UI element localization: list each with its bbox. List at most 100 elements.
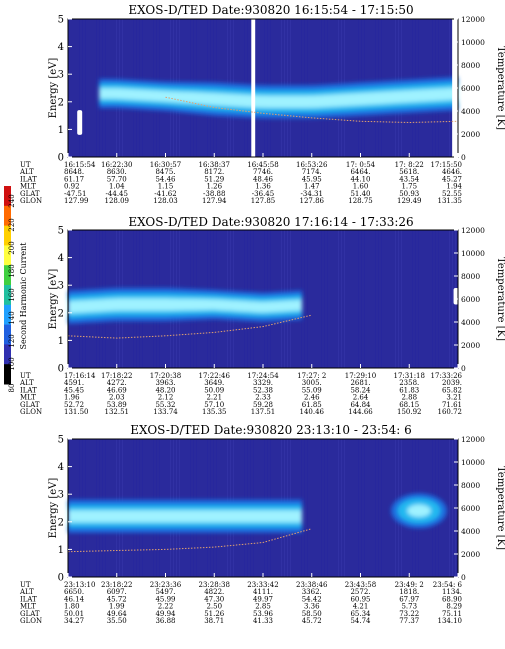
row-value: 2.33 xyxy=(255,394,271,402)
y-tick-label: 4 xyxy=(58,253,64,264)
row-value: 0.92 xyxy=(64,183,80,191)
row-value: 23:33:42 xyxy=(247,581,278,589)
background-streak xyxy=(438,230,439,368)
row-value: 17:27: 2 xyxy=(297,372,326,380)
row-value: 48.20 xyxy=(155,386,175,394)
row-value: 51.40 xyxy=(350,190,370,198)
row-label: MLT xyxy=(20,603,36,611)
y2-axis-label: Temperature [K] xyxy=(495,257,505,341)
background-streak xyxy=(375,439,376,577)
row-value: 49.94 xyxy=(155,610,176,618)
background-streak xyxy=(321,230,322,368)
y2-tick-label: 6000 xyxy=(461,504,480,513)
row-value: 2681. xyxy=(350,379,370,387)
background-streak xyxy=(415,230,416,368)
row-value: 36.88 xyxy=(155,617,175,625)
background-streak xyxy=(364,230,365,368)
y-ticks: 0 1 2 3 4 5 xyxy=(58,15,72,164)
row-value: 1.94 xyxy=(446,183,462,191)
y-axis-label: Energy [eV] xyxy=(48,269,59,330)
row-value: -47.51 xyxy=(64,190,86,198)
panel-title: EXOS-D/TED Date:930820 16:15:54 - 17:15:… xyxy=(128,3,413,17)
row-value: 17:29:10 xyxy=(345,372,376,380)
row-value: 1.80 xyxy=(64,603,80,611)
background-streak xyxy=(378,439,379,577)
colorbar-tick: 100 xyxy=(8,357,16,370)
row-value: 2.85 xyxy=(255,603,271,611)
row-value: 1.75 xyxy=(401,183,417,191)
energy-blob xyxy=(391,493,447,529)
row-value: 53.89 xyxy=(107,401,127,409)
row-value: 57.70 xyxy=(107,175,127,183)
row-value: 1.60 xyxy=(353,183,369,191)
background-streak xyxy=(395,230,396,368)
background-streak xyxy=(307,439,308,577)
background-streak xyxy=(321,439,322,577)
spectrogram-panel: EXOS-D/TED Date:930820 17:16:14 - 17:33:… xyxy=(19,215,505,416)
y-tick-label: 5 xyxy=(58,435,64,446)
y2-tick-label: 2000 xyxy=(461,341,480,350)
colorbar-tick: 200 xyxy=(8,241,16,254)
row-value: 58.24 xyxy=(350,386,371,394)
y-tick-label: 4 xyxy=(58,462,64,473)
colorbar-label: Second Harmonic Current xyxy=(19,242,28,350)
y-tick-label: 1 xyxy=(58,545,64,556)
row-value: 2.22 xyxy=(158,603,174,611)
row-value: 23:18:22 xyxy=(101,581,132,589)
row-value: 47.30 xyxy=(204,595,224,603)
row-value: 17:33:26 xyxy=(431,372,463,380)
background-streak xyxy=(304,230,305,368)
row-value: 38.71 xyxy=(204,617,224,625)
y-tick-label: 1 xyxy=(58,336,64,347)
row-value: 23:28:38 xyxy=(199,581,230,589)
row-value: 8172. xyxy=(204,168,224,176)
background-streak xyxy=(452,230,453,368)
y2-tick-label: 10000 xyxy=(461,38,485,47)
background-streak xyxy=(341,439,342,577)
row-value: 2.50 xyxy=(206,603,222,611)
row-value: 52.55 xyxy=(442,190,462,198)
row-value: 35.50 xyxy=(107,617,127,625)
row-value: 23:23:36 xyxy=(150,581,182,589)
row-value: 134.10 xyxy=(438,617,463,625)
background-streak xyxy=(304,439,305,577)
row-value: 4646. xyxy=(442,168,462,176)
row-value: 3329. xyxy=(253,379,273,387)
row-value: 8648. xyxy=(64,168,84,176)
row-value: 54.74 xyxy=(350,617,371,625)
row-value: 2.03 xyxy=(109,394,125,402)
colorbar-scale xyxy=(4,186,11,385)
row-value: 57.10 xyxy=(204,401,224,409)
row-label: ALT xyxy=(19,168,34,176)
y-tick-label: 2 xyxy=(58,97,64,108)
row-value: 16:45:58 xyxy=(247,161,278,169)
row-label: ALT xyxy=(19,379,34,387)
y2-tick-label: 12000 xyxy=(461,15,485,24)
row-value: 132.51 xyxy=(105,408,130,416)
row-value: 17: 0:54 xyxy=(346,161,376,169)
row-value: 45.72 xyxy=(302,617,322,625)
row-value: 2.64 xyxy=(353,394,369,402)
row-value: 17:31:18 xyxy=(394,372,425,380)
background-streak xyxy=(358,230,359,368)
row-value: 6097. xyxy=(107,588,127,596)
row-value: 55.32 xyxy=(155,401,175,409)
row-value: 61.85 xyxy=(302,401,322,409)
colorbar: 240 220 200 180 160 140 120 100 80 Secon… xyxy=(4,186,28,392)
row-value: 5.73 xyxy=(401,603,417,611)
row-value: 54.46 xyxy=(155,175,176,183)
row-label: MLT xyxy=(20,394,36,402)
row-value: 45.72 xyxy=(107,595,127,603)
row-label: MLT xyxy=(20,183,36,191)
background-streak xyxy=(418,230,419,368)
colorbar-tick: 180 xyxy=(8,264,16,277)
background-streak xyxy=(96,19,97,157)
row-value: 140.46 xyxy=(300,408,325,416)
x-axis-ephemeris-table: UT 17:16:14 17:18:22 17:20:38 17:22:46 17:24:… xyxy=(19,364,463,416)
row-value: 3362. xyxy=(302,588,322,596)
row-value: 51.26 xyxy=(204,610,225,618)
row-value: 129.49 xyxy=(397,197,422,205)
row-value: 73.22 xyxy=(399,610,419,618)
row-value: 8.29 xyxy=(446,603,462,611)
band-core xyxy=(68,298,302,314)
